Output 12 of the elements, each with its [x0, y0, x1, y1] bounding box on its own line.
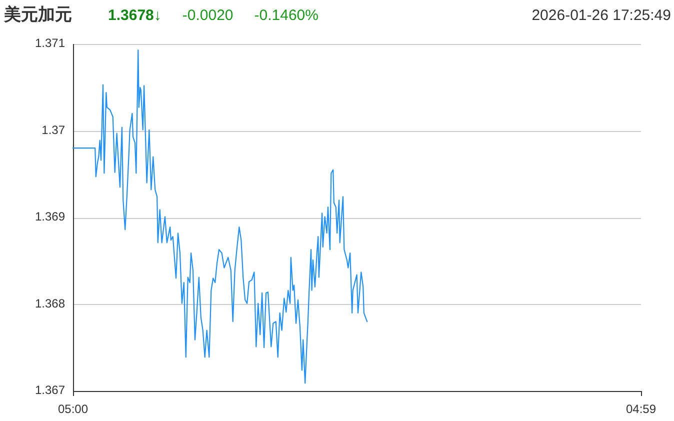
y-tick-label: 1.369 [34, 210, 66, 224]
y-tick-label: 1.37 [42, 122, 66, 137]
y-tick-label: 1.371 [34, 36, 66, 50]
text: -0.1460% [254, 7, 318, 24]
x-tick-label: 04:59 [626, 402, 656, 416]
y-tick-label: 1.367 [34, 383, 66, 398]
text: 1.3678↓ [108, 7, 162, 24]
x-tick-label: 05:00 [58, 402, 88, 416]
y-tick-label: 1.368 [34, 296, 66, 310]
text: -0.0020 [182, 7, 234, 24]
chart-title: 美元加元 [3, 5, 72, 24]
text: 2026-01-26 17:25:49 [532, 7, 671, 24]
